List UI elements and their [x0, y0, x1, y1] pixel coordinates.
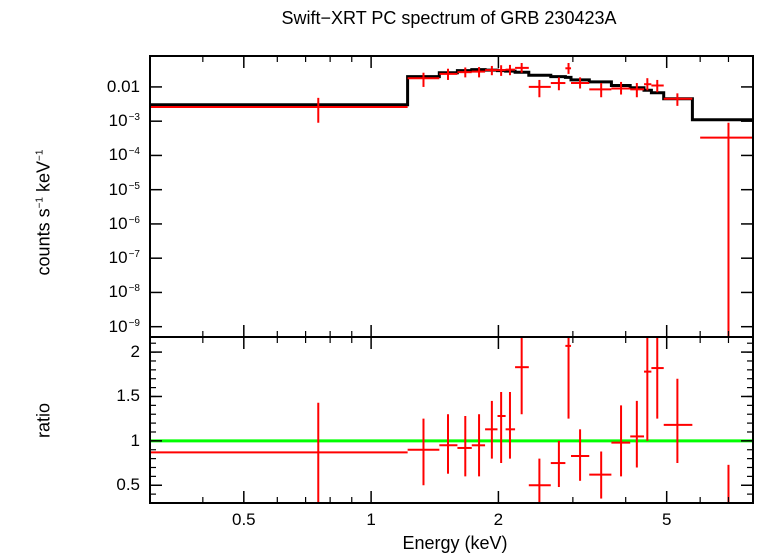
- ratio-data-point: [611, 405, 631, 477]
- y-tick-label: 1: [130, 430, 140, 450]
- ratio-data-point: [439, 414, 458, 474]
- spectrum-data-point: [644, 78, 652, 91]
- spectrum-data-point: [407, 72, 440, 87]
- x-axis-label: Energy (keV): [402, 533, 508, 553]
- x-tick-label: 5: [661, 510, 672, 529]
- spectrum-data-point: [565, 62, 572, 74]
- spectrum-data-point: [611, 81, 631, 95]
- ratio-data-point: [150, 402, 408, 503]
- y-tick-label: 10−5: [108, 179, 140, 199]
- y-tick-label: 10−4: [108, 145, 140, 165]
- y-tick-label: 10−3: [108, 111, 140, 131]
- y-tick-label: 0.01: [106, 76, 140, 96]
- spectrum-data-point: [700, 122, 753, 337]
- ratio-data-point: [700, 464, 753, 504]
- spectrum-data-point: [457, 67, 472, 78]
- y-axis-label-ratio: ratio: [33, 403, 54, 439]
- ratio-panel: [149, 336, 754, 504]
- spectrum-data-point: [485, 65, 498, 76]
- ratio-data-point: [644, 337, 652, 441]
- ratio-data-point: [528, 458, 551, 503]
- spectrum-data-point: [497, 65, 506, 76]
- y-tick-label: 10−8: [108, 282, 140, 302]
- x-tick-label: 0.5: [231, 510, 256, 529]
- model-step-line: [150, 68, 753, 122]
- ratio-data-point: [630, 400, 645, 468]
- spectrum-data-point: [550, 77, 566, 91]
- ratio-data-point: [485, 400, 498, 459]
- spectrum-data-point: [505, 64, 516, 76]
- ratio-data-point: [515, 337, 529, 415]
- y-axis-label-counts: counts s−1 keV−1: [33, 149, 54, 276]
- spectrum-data-point: [663, 93, 693, 106]
- ratio-data-point: [571, 429, 590, 481]
- x-tick-label: 1: [366, 510, 376, 529]
- spectrum-data-point: [150, 97, 408, 123]
- spectrum-data-point: [439, 68, 458, 80]
- ratio-data-point: [589, 451, 612, 499]
- ratio-data-point: [505, 392, 516, 459]
- x-tick-label: 2: [493, 510, 504, 529]
- spectrum-data-point: [571, 77, 590, 89]
- spectrum-data-point: [589, 83, 612, 98]
- ratio-data-point: [663, 378, 693, 464]
- spectrum-data-point: [630, 83, 645, 98]
- ratio-data-point: [497, 392, 506, 464]
- y-tick-label: 10−7: [108, 248, 140, 268]
- spectrum-panel: [149, 55, 754, 338]
- spectrum-data-point: [528, 79, 551, 98]
- y-tick-label: 10−9: [108, 316, 140, 336]
- y-tick-label: 10−6: [108, 213, 140, 233]
- ratio-data-point: [471, 414, 486, 477]
- ratio-data-point: [407, 418, 440, 486]
- ratio-data-point: [550, 440, 566, 488]
- y-tick-label: 0.5: [116, 475, 140, 495]
- y-tick-label: 1.5: [116, 386, 140, 406]
- ratio-frame: [149, 336, 754, 504]
- spectrum-data-point: [471, 67, 486, 78]
- y-tick-label: 2: [130, 342, 140, 362]
- spectrum-data-point: [651, 79, 664, 93]
- ratio-data-point: [457, 416, 472, 477]
- ratio-data-point: [651, 337, 664, 419]
- chart-title: Swift−XRT PC spectrum of GRB 230423A: [281, 8, 617, 28]
- ratio-data-point: [565, 337, 572, 419]
- spectrum-data-point: [515, 62, 529, 73]
